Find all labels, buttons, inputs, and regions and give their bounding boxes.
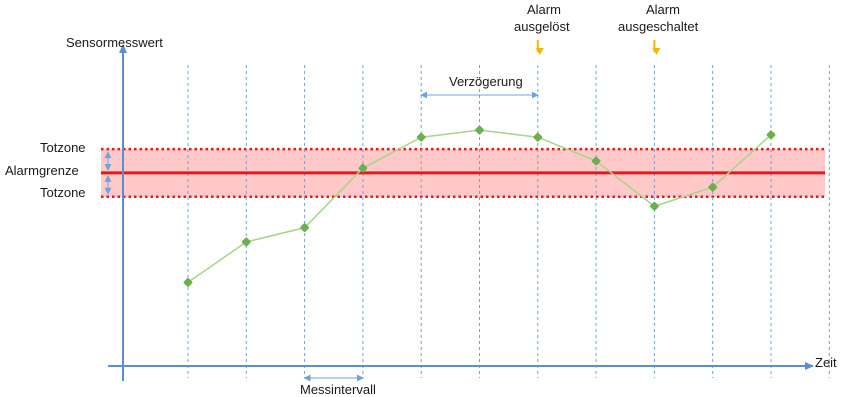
sensor-sample-point: [650, 201, 659, 211]
alarm-limit-label: Alarmgrenze: [5, 163, 79, 178]
sensor-sample-point: [183, 278, 193, 287]
sample-interval-lines: [187, 65, 830, 378]
sensor-sample-point: [708, 182, 718, 192]
sensor-sample-point: [300, 223, 309, 232]
alarm-off-label-line1: Alarm: [646, 2, 680, 17]
deadzone-lower-label: Totzone: [40, 185, 86, 200]
sensor-sample-point: [241, 237, 251, 247]
sensor-sample-point: [358, 163, 368, 173]
alarm-triggered-label-line1: Alarm: [527, 2, 561, 17]
sensor-sample-points: [183, 125, 776, 287]
alarm-triggered-label-line2: ausgelöst: [514, 19, 570, 34]
deadzone-upper-label: Totzone: [40, 140, 86, 155]
x-axis-label: Zeit: [815, 355, 837, 370]
sensor-sample-point: [475, 125, 484, 135]
sensor-sample-point: [766, 130, 776, 140]
sensor-sample-point: [416, 132, 426, 142]
alarm-off-label-line2: ausgeschaltet: [618, 19, 699, 34]
delay-label: Verzögerung: [449, 74, 523, 89]
y-axis-label: Sensormesswert: [66, 35, 163, 50]
sensor-sample-point: [533, 132, 543, 142]
sensor-sample-point: [591, 156, 601, 166]
measurement-interval-label: Messintervall: [300, 382, 376, 397]
